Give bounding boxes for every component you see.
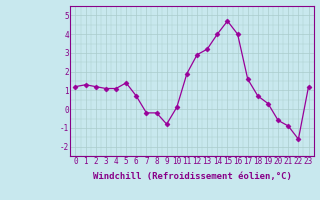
X-axis label: Windchill (Refroidissement éolien,°C): Windchill (Refroidissement éolien,°C)	[92, 172, 292, 181]
